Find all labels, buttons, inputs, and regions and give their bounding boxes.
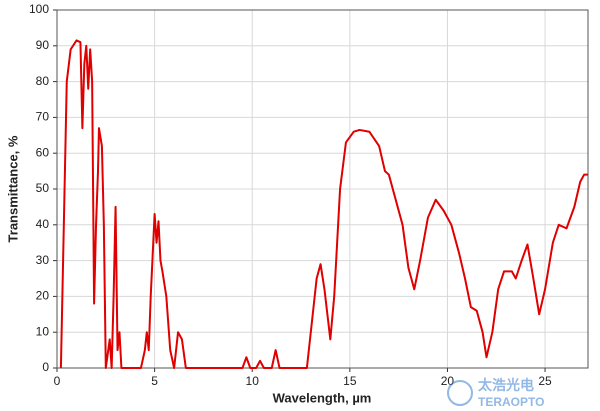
- y-tick-label: 90: [36, 38, 50, 52]
- x-tick-label: 0: [54, 374, 61, 388]
- watermark-brand: TERAOPTO: [478, 395, 544, 409]
- y-tick-label: 70: [36, 110, 50, 124]
- y-tick-label: 10: [36, 324, 50, 338]
- plot-frame: [56, 9, 589, 369]
- y-tick-label: 60: [36, 145, 50, 159]
- x-tick-label: 20: [441, 374, 455, 388]
- y-tick-label: 80: [36, 74, 50, 88]
- y-tick-label: 100: [29, 2, 49, 16]
- watermark: 太浩光电 TERAOPTO: [447, 377, 544, 409]
- x-axis-title: Wavelength, µm: [273, 390, 372, 405]
- y-tick-label: 30: [36, 253, 50, 267]
- x-tick-label: 15: [343, 374, 357, 388]
- y-tick-label: 50: [36, 181, 50, 195]
- x-tick-label: 10: [246, 374, 260, 388]
- y-tick-label: 40: [36, 217, 50, 231]
- plot: 0 10 20 30 40 50 60 70 80 90 100 0 5 10 15 20 25: [29, 2, 589, 388]
- y-tick-label: 0: [42, 360, 49, 374]
- data-line: [59, 39, 588, 369]
- y-axis-title: Transmittance, %: [5, 135, 20, 242]
- x-tick-label: 25: [538, 374, 552, 388]
- y-tick-label: 20: [36, 289, 50, 303]
- watermark-logo: [447, 380, 473, 406]
- watermark-name: 太浩光电: [478, 377, 534, 394]
- x-tick-label: 5: [151, 374, 158, 388]
